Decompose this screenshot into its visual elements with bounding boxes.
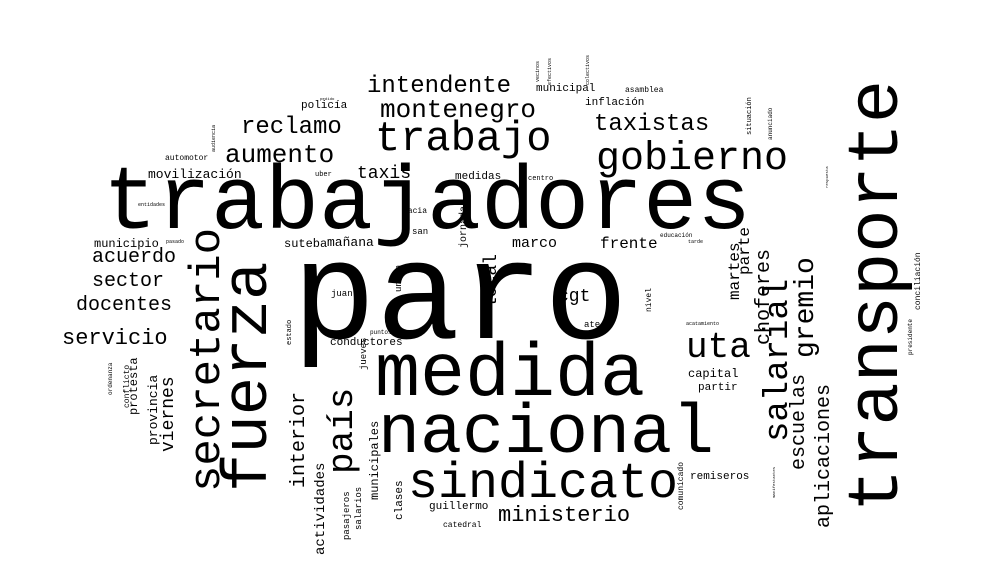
word-actividades: actividades bbox=[313, 462, 329, 555]
word-país: país bbox=[322, 387, 363, 474]
word-local: local bbox=[482, 253, 502, 308]
word-comunicado: comunicado bbox=[677, 461, 686, 510]
word-unión: unión bbox=[394, 264, 404, 292]
word-taxis: taxis bbox=[357, 164, 412, 184]
word-aumento: aumento bbox=[225, 140, 335, 170]
word-intendente: intendente bbox=[367, 73, 512, 100]
word-montenegro: montenegro bbox=[380, 95, 537, 125]
word-docentes: docentes bbox=[76, 294, 173, 317]
word-viernes: viernes bbox=[159, 376, 179, 452]
word-escuelas: escuelas bbox=[788, 373, 811, 470]
word-pedido: pedido bbox=[320, 98, 335, 102]
word-audiencia: audiencia bbox=[211, 124, 217, 152]
word-nivel: nivel bbox=[645, 287, 654, 312]
word-vecinos: vecinos bbox=[535, 60, 541, 82]
word-trabajadores: trabajadores bbox=[103, 154, 752, 256]
word-ordenanza: ordenanza bbox=[107, 362, 114, 395]
word-medidas: medidas bbox=[455, 171, 502, 183]
word-colectivos: colectivos bbox=[585, 54, 591, 85]
word-catedral: catedral bbox=[443, 521, 482, 530]
word-municipal: municipal bbox=[536, 83, 596, 95]
word-hacia: hacia bbox=[403, 207, 428, 216]
word-san: san bbox=[412, 227, 429, 237]
word-clases: clases bbox=[394, 480, 406, 520]
word-entidades: entidades bbox=[138, 202, 166, 208]
word-presidente: presidente bbox=[907, 318, 914, 355]
word-acuerdo: acuerdo bbox=[92, 246, 177, 269]
word-gremio: gremio bbox=[791, 257, 822, 358]
word-conductores: conductores bbox=[330, 337, 403, 349]
word-medida: medida bbox=[375, 333, 646, 418]
word-educación: educación bbox=[660, 232, 693, 239]
word-movilización: movilización bbox=[148, 167, 242, 182]
word-aplicaciones: aplicaciones bbox=[813, 383, 836, 528]
word-jornada: jornada bbox=[459, 205, 470, 248]
word-paro: paro bbox=[292, 222, 629, 381]
word-partir: partir bbox=[698, 382, 738, 394]
word-provincia: provincia bbox=[146, 374, 161, 445]
word-anunciado: anunciado bbox=[767, 107, 774, 140]
word-situación: situación bbox=[746, 97, 754, 135]
word-policía: policía bbox=[301, 100, 348, 112]
word-gobierno: gobierno bbox=[596, 137, 789, 182]
word-acatamiento: acatamiento bbox=[686, 321, 720, 327]
word-estado: estado bbox=[286, 319, 294, 345]
word-ate: ate bbox=[584, 320, 601, 330]
word-ministerio: ministerio bbox=[498, 503, 631, 528]
word-jueves: jueves bbox=[359, 337, 369, 370]
word-conciliación: conciliación bbox=[914, 252, 923, 310]
word-guillermo: guillermo bbox=[429, 501, 489, 513]
word-respuesta: respuesta bbox=[826, 166, 830, 188]
word-inflación: inflación bbox=[585, 97, 645, 109]
word-reclamo: reclamo bbox=[241, 114, 342, 141]
word-servicio: servicio bbox=[62, 326, 168, 351]
word-manifestantes: manifestantes bbox=[773, 466, 777, 498]
word-conflicto: conflicto bbox=[123, 364, 132, 408]
word-salarios: salarios bbox=[354, 486, 364, 530]
word-puntos: puntos bbox=[370, 329, 392, 336]
word-parte: parte bbox=[736, 226, 754, 275]
word-tarde: tarde bbox=[688, 239, 704, 245]
word-taxistas: taxistas bbox=[594, 111, 710, 138]
word-frente: frente bbox=[600, 235, 658, 253]
word-secretario: secretario bbox=[183, 227, 233, 492]
word-transporte: transporte bbox=[837, 79, 919, 512]
word-interior: interior bbox=[288, 391, 311, 488]
word-cgt: cgt bbox=[558, 287, 591, 307]
word-centro: centro bbox=[528, 175, 554, 183]
word-pasajeros: pasajeros bbox=[342, 491, 352, 540]
word-pasado: pasado bbox=[166, 239, 185, 245]
word-sindicato: sindicato bbox=[408, 456, 679, 513]
word-uta: uta bbox=[686, 327, 751, 368]
word-choferes: choferes bbox=[753, 248, 776, 345]
word-trabajo: trabajo bbox=[375, 115, 552, 163]
word-efectivos: efectivos bbox=[547, 57, 553, 85]
word-nacional: nacional bbox=[378, 395, 715, 474]
word-remiseros: remiseros bbox=[690, 471, 750, 483]
word-capital: capital bbox=[688, 367, 739, 381]
word-uber: uber bbox=[315, 171, 332, 179]
word-municipio: municipio bbox=[94, 237, 159, 251]
word-marco: marco bbox=[512, 235, 558, 252]
word-juan: juan bbox=[331, 289, 353, 299]
word-suteba: suteba bbox=[284, 237, 328, 251]
word-automotor: automotor bbox=[165, 154, 209, 163]
word-mañana: mañana bbox=[327, 235, 374, 250]
word-municipales: municipales bbox=[368, 420, 382, 500]
word-sector: sector bbox=[92, 270, 165, 293]
word-asamblea: asamblea bbox=[625, 86, 664, 95]
